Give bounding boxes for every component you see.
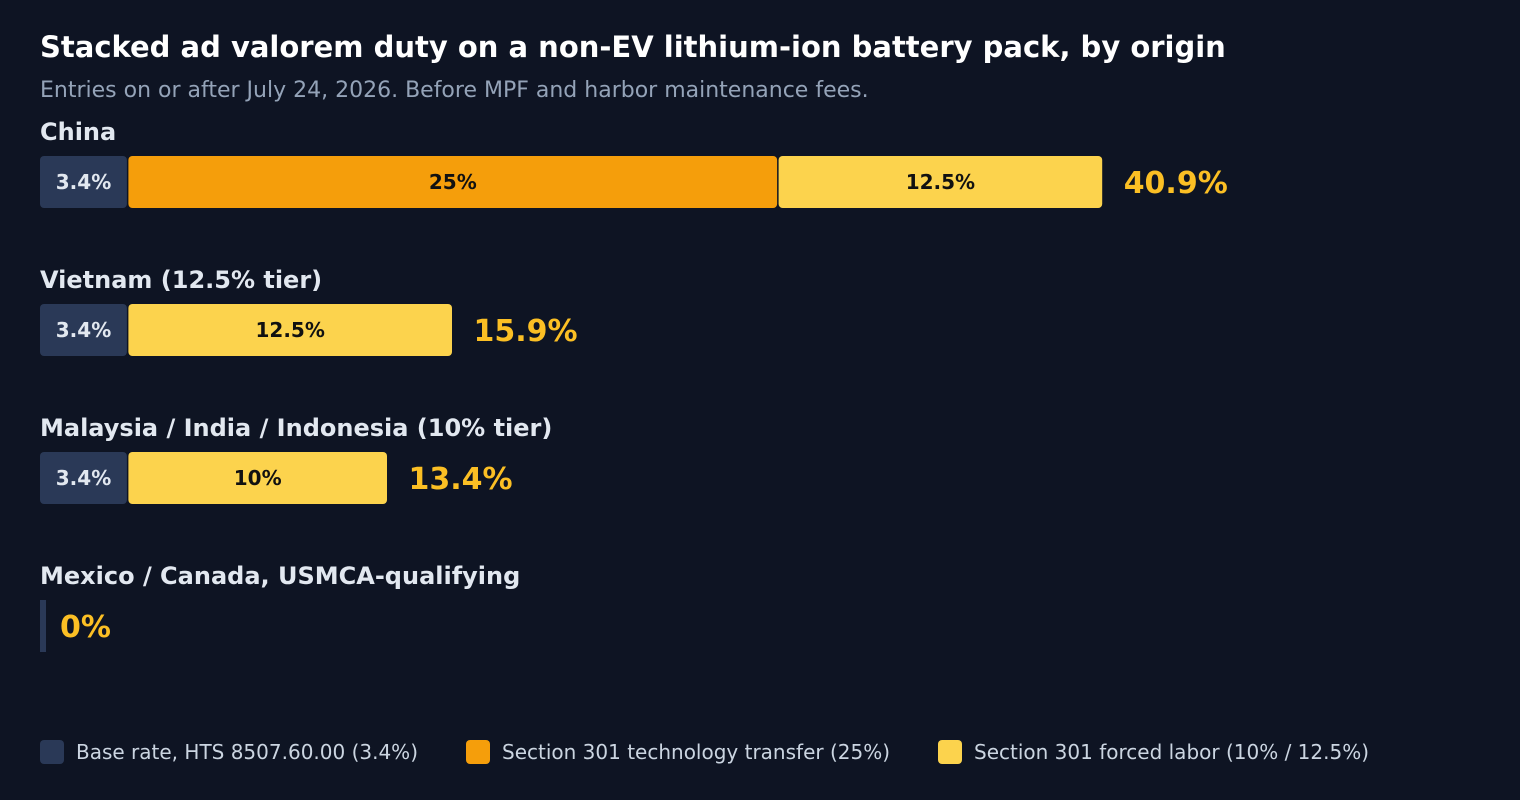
category-label: China	[40, 118, 116, 146]
bar-segment	[40, 452, 127, 504]
bar-segment	[778, 156, 1103, 208]
segment-label: 3.4%	[56, 466, 111, 490]
total-label: 13.4%	[409, 462, 513, 497]
category-label: Malaysia / India / Indonesia (10% tier)	[40, 414, 552, 442]
legend-item-forced-labor: Section 301 forced labor (10% / 12.5%)	[938, 740, 1369, 764]
bar-segment	[40, 304, 127, 356]
chart-legend: Base rate, HTS 8507.60.00 (3.4%) Section…	[40, 740, 1417, 764]
legend-label: Section 301 forced labor (10% / 12.5%)	[974, 740, 1369, 764]
total-label: 0%	[60, 610, 111, 645]
category-label: Mexico / Canada, USMCA-qualifying	[40, 562, 520, 590]
total-label: 40.9%	[1124, 166, 1228, 201]
segment-label: 12.5%	[906, 170, 975, 194]
chart-title: Stacked ad valorem duty on a non-EV lith…	[40, 30, 1226, 64]
segment-label: 12.5%	[256, 318, 325, 342]
category-label: Vietnam (12.5% tier)	[40, 266, 322, 294]
legend-item-base-rate: Base rate, HTS 8507.60.00 (3.4%)	[40, 740, 418, 764]
segment-label: 25%	[429, 170, 477, 194]
legend-swatch	[938, 740, 963, 764]
bar-segment	[128, 156, 778, 208]
zero-marker	[40, 600, 46, 652]
legend-item-technology-transfer: Section 301 technology transfer (25%)	[466, 740, 890, 764]
bar-segment	[128, 452, 387, 504]
segment-label: 10%	[234, 466, 282, 490]
stacked-bar-chart: China 3.4% 25% 12.5% 40.9% Vietnam (12.5% tie…	[40, 118, 1228, 652]
total-label: 15.9%	[474, 314, 578, 349]
bar-segment	[128, 304, 452, 356]
legend-swatch	[466, 740, 490, 764]
legend-label: Section 301 technology transfer (25%)	[502, 740, 891, 764]
legend-label: Base rate, HTS 8507.60.00 (3.4%)	[76, 740, 418, 764]
chart-subtitle: Entries on or after July 24, 2026. Befor…	[40, 78, 869, 103]
legend-swatch	[40, 740, 64, 764]
segment-label: 3.4%	[56, 318, 111, 342]
bar-segment	[40, 156, 127, 208]
segment-label: 3.4%	[56, 170, 111, 194]
